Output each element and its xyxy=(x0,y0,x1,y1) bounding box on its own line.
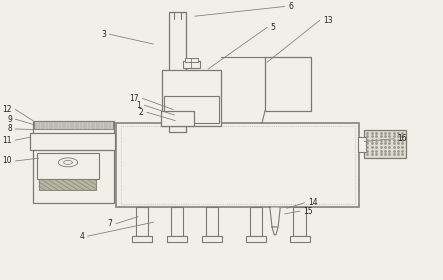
Bar xyxy=(39,179,97,190)
Bar xyxy=(132,236,152,242)
Text: 2: 2 xyxy=(139,108,143,117)
Bar xyxy=(136,207,148,236)
Bar xyxy=(116,123,359,207)
Text: 11: 11 xyxy=(2,136,12,144)
Text: 3: 3 xyxy=(101,30,106,39)
Text: 10: 10 xyxy=(2,157,12,165)
Text: 1: 1 xyxy=(136,101,141,110)
Text: 8: 8 xyxy=(7,124,12,134)
Bar xyxy=(358,137,366,152)
Text: 4: 4 xyxy=(79,232,84,241)
Bar xyxy=(202,236,222,242)
Text: 16: 16 xyxy=(398,134,407,143)
Bar xyxy=(162,71,221,126)
Bar xyxy=(161,111,194,126)
Bar xyxy=(185,58,198,62)
Bar xyxy=(169,12,186,132)
Polygon shape xyxy=(270,207,280,227)
Bar xyxy=(120,126,355,204)
Polygon shape xyxy=(272,227,278,235)
Bar xyxy=(293,207,306,236)
Bar xyxy=(206,207,218,236)
Bar xyxy=(164,95,219,123)
Bar xyxy=(34,122,113,129)
Bar xyxy=(171,207,183,236)
Bar xyxy=(30,133,115,150)
Bar xyxy=(250,207,262,236)
Bar xyxy=(265,57,311,111)
Text: 5: 5 xyxy=(271,23,276,32)
Text: 17: 17 xyxy=(129,94,139,103)
Text: 13: 13 xyxy=(323,16,333,25)
Text: 9: 9 xyxy=(7,115,12,124)
Bar xyxy=(37,153,99,179)
Bar xyxy=(365,130,406,158)
Bar xyxy=(246,236,266,242)
Text: 6: 6 xyxy=(288,2,293,11)
Text: 12: 12 xyxy=(2,105,12,114)
Text: 14: 14 xyxy=(308,198,318,207)
Bar xyxy=(167,236,187,242)
Bar xyxy=(290,236,310,242)
Bar xyxy=(183,61,200,68)
Text: 15: 15 xyxy=(303,207,313,216)
Bar xyxy=(33,121,114,203)
Text: 7: 7 xyxy=(108,219,113,228)
